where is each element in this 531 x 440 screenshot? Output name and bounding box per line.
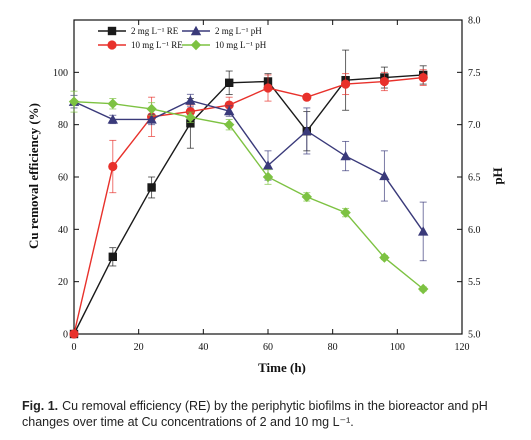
data-point xyxy=(185,112,196,123)
legend-item: 2 mg L⁻¹ RE xyxy=(98,26,179,36)
legend-label: 2 mg L⁻¹ pH xyxy=(215,26,262,36)
x-tick-label: 60 xyxy=(263,342,273,353)
y-axis-left-title: Cu removal efficiency (%) xyxy=(26,103,41,249)
y-axis-right-title: pH xyxy=(490,167,505,184)
y-left-tick-label: 100 xyxy=(53,68,68,79)
data-point xyxy=(68,96,80,107)
legend-marker xyxy=(190,39,202,51)
y-left-tick-label: 40 xyxy=(58,225,68,236)
y-left-tick-label: 60 xyxy=(58,173,68,184)
x-tick-label: 40 xyxy=(198,342,208,353)
y-right-tick-label: 8.0 xyxy=(468,16,481,27)
legend-marker xyxy=(107,40,117,50)
data-point xyxy=(262,160,274,170)
y-right-tick-label: 6.0 xyxy=(468,225,481,236)
x-tick-label: 100 xyxy=(390,342,405,353)
series-2 xyxy=(69,69,428,339)
legend-label: 10 mg L⁻¹ pH xyxy=(215,40,267,50)
data-point xyxy=(340,207,351,218)
data-point xyxy=(146,114,157,124)
legend-marker xyxy=(107,26,117,36)
y-left-tick-label: 80 xyxy=(58,120,68,131)
x-tick-label: 0 xyxy=(72,342,77,353)
data-point xyxy=(224,100,234,110)
figure-chart: 0 20 40 60 80 100 120 0 20 40 60 80 100 5.0 5.5 6.0 6.… xyxy=(26,16,505,376)
data-point xyxy=(418,226,429,236)
data-point xyxy=(146,103,157,115)
data-point xyxy=(341,79,351,89)
data-point xyxy=(301,191,312,203)
figure-caption: Fig. 1. Cu removal efficiency (RE) by the… xyxy=(22,398,522,430)
data-point xyxy=(379,76,389,87)
y-axis-right: 5.0 5.5 6.0 6.5 7.0 7.5 8.0 xyxy=(457,16,481,341)
data-point xyxy=(107,114,118,124)
legend-item: 10 mg L⁻¹ RE xyxy=(98,40,183,50)
data-point xyxy=(263,83,273,93)
data-point xyxy=(418,283,429,295)
y-right-tick-label: 7.5 xyxy=(468,68,481,79)
series-4 xyxy=(68,90,429,295)
data-point xyxy=(302,92,312,102)
data-point xyxy=(107,98,118,109)
data-point xyxy=(224,105,235,116)
data-point xyxy=(379,252,390,263)
caption-text: Cu removal efficiency (RE) by the periph… xyxy=(22,399,488,429)
y-right-tick-label: 5.0 xyxy=(468,330,481,341)
series-layer xyxy=(68,49,429,339)
data-point xyxy=(379,170,390,181)
data-point xyxy=(69,329,79,339)
x-axis-title: Time (h) xyxy=(258,360,306,375)
x-axis: 0 20 40 60 80 100 120 xyxy=(72,20,470,353)
series-line xyxy=(73,99,424,232)
data-point xyxy=(224,119,235,130)
caption-lead: Fig. 1. xyxy=(22,399,59,413)
series-line xyxy=(73,74,424,335)
data-point xyxy=(301,125,312,136)
data-point xyxy=(340,150,351,161)
data-point xyxy=(108,252,117,262)
y-left-tick-label: 20 xyxy=(58,277,68,288)
legend-item: 10 mg L⁻¹ pH xyxy=(182,39,267,51)
data-point xyxy=(185,95,196,105)
series-3 xyxy=(68,93,429,262)
data-point xyxy=(418,72,428,83)
legend-label: 10 mg L⁻¹ RE xyxy=(131,40,183,50)
data-point xyxy=(147,183,156,192)
series-line xyxy=(73,76,424,335)
y-right-tick-label: 7.0 xyxy=(468,120,481,131)
data-point xyxy=(225,78,234,87)
legend-item: 2 mg L⁻¹ pH xyxy=(182,25,262,36)
legend-label: 2 mg L⁻¹ RE xyxy=(131,26,179,36)
y-left-tick-label: 0 xyxy=(63,330,68,341)
series-1 xyxy=(69,49,428,339)
x-tick-label: 120 xyxy=(455,342,470,353)
data-point xyxy=(108,161,118,172)
series-line xyxy=(73,100,424,290)
y-right-tick-label: 6.5 xyxy=(468,173,481,184)
legend: 2 mg L⁻¹ RE 10 mg L⁻¹ RE 2 mg L⁻¹ pH 10 mg … xyxy=(98,25,267,51)
data-point xyxy=(185,106,195,117)
legend-marker xyxy=(190,25,202,36)
data-point xyxy=(262,171,274,183)
x-tick-label: 80 xyxy=(328,342,338,353)
y-axis-left: 0 20 40 60 80 100 xyxy=(53,68,79,341)
data-point xyxy=(186,119,195,128)
y-right-tick-label: 5.5 xyxy=(468,277,481,288)
x-tick-label: 20 xyxy=(134,342,144,353)
